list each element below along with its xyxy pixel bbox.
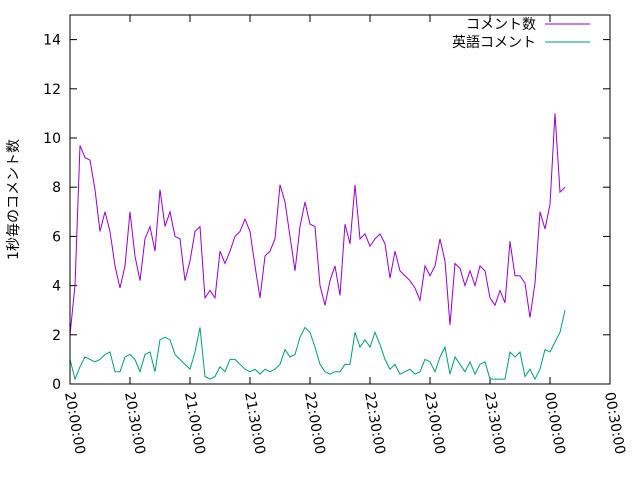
x-tick-label: 20:00:00 (61, 391, 88, 456)
y-tick-label: 12 (43, 82, 61, 98)
x-tick-label: 23:30:00 (481, 391, 508, 456)
series-line-2 (69, 310, 566, 381)
y-tick-label: 0 (52, 377, 61, 393)
y-tick-label: 4 (52, 279, 61, 295)
x-tick-label: 21:00:00 (181, 391, 208, 456)
x-tick-label: 23:00:00 (421, 391, 448, 456)
legend-label: 英語コメント (452, 34, 536, 51)
y-tick-label: 2 (52, 328, 61, 344)
x-tick-label: 00:30:00 (601, 391, 628, 456)
y-tick-label: 14 (43, 33, 61, 49)
x-tick-label: 22:00:00 (301, 391, 328, 456)
series-layer (69, 113, 566, 381)
series-line-1 (69, 113, 566, 335)
x-tick-label: 22:30:00 (361, 391, 388, 456)
y-axis-label: 1秒毎のコメント数 (6, 139, 22, 260)
plot-frame (69, 14, 611, 385)
y-tick-label: 10 (43, 131, 61, 147)
y-tick-label: 6 (52, 229, 61, 245)
y-tick-label: 8 (52, 180, 61, 196)
x-tick-label: 21:30:00 (241, 391, 268, 456)
x-tick-label: 00:00:00 (541, 391, 568, 456)
y-axis-ticks: 0 2 4 6 8 10 12 14 (43, 33, 610, 393)
legend-label: コメント数 (466, 17, 536, 33)
x-tick-label: 20:30:00 (121, 391, 148, 456)
